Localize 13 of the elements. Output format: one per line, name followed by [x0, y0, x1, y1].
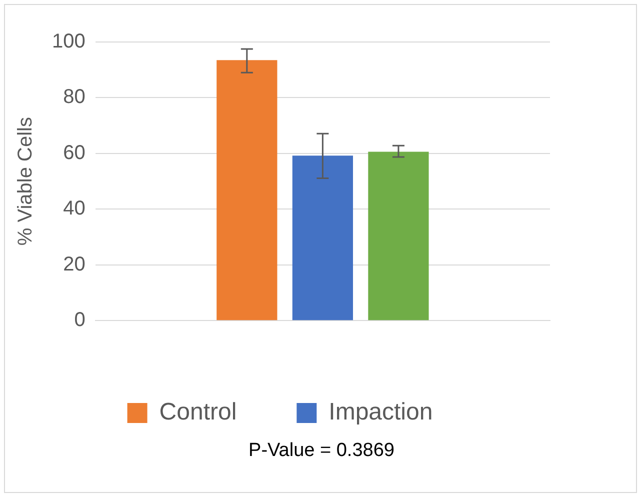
legend-label: Control	[159, 398, 237, 426]
y-tick-label: 20	[63, 253, 86, 276]
y-axis-title: % Viable Cells	[14, 117, 37, 246]
y-tick-label: 80	[63, 86, 86, 108]
bar	[216, 60, 278, 320]
y-tick-label: 0	[74, 309, 86, 332]
y-tick-label: 40	[63, 198, 86, 220]
y-tick-label: 100	[52, 30, 86, 53]
text: P-Value = 0.3869	[248, 440, 396, 462]
legend-label: Impaction	[328, 398, 433, 426]
bar	[368, 152, 429, 320]
y-tick-label: 60	[63, 142, 86, 164]
bar	[292, 156, 353, 320]
